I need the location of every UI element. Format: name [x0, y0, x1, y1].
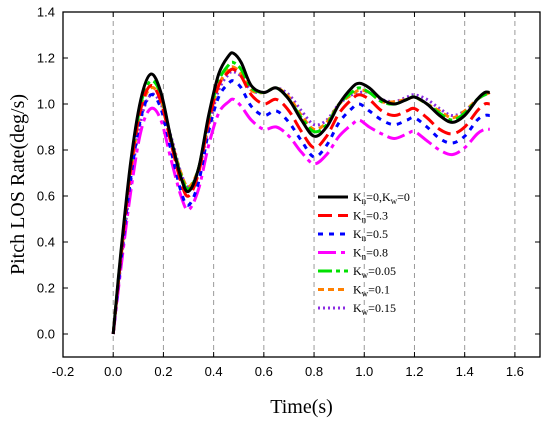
x-tick-label: 0.2 — [154, 364, 172, 379]
y-tick-label: 1.2 — [37, 51, 55, 66]
legend-label-6: Kw=0.15 — [353, 301, 396, 317]
y-tick-label: 0.6 — [37, 189, 55, 204]
x-tick-labels: -0.2 0.0 0.2 0.4 0.6 0.8 1.0 1.2 1.4 1.6 — [52, 364, 524, 379]
x-tick-label: 0.0 — [104, 364, 122, 379]
y-tick-label: 0.4 — [37, 235, 55, 250]
series-line-5 — [111, 65, 491, 335]
y-tick-label: 0.8 — [37, 143, 55, 158]
series-line-3 — [111, 97, 490, 335]
y-tick-label: 1.0 — [37, 97, 55, 112]
series-line-2 — [111, 79, 490, 335]
y-tick-label: 0.2 — [37, 281, 55, 296]
axis-ticks — [62, 11, 540, 357]
x-tick-label: -0.2 — [52, 364, 74, 379]
y-axis-title: Pitch LOS Rate(deg/s) — [7, 94, 29, 275]
x-tick-label: 1.4 — [456, 364, 474, 379]
legend: Kn=0,Kw=0 Kn=0.3 Kn=0.5 Kn=0.8 Kw=0.05 Kw=0.1… — [318, 190, 410, 317]
legend-label-4: Kw=0.05 — [353, 264, 396, 280]
legend-label-5: Kw=0.1 — [353, 283, 390, 299]
series-line-4 — [111, 60, 491, 335]
series-layer — [111, 51, 491, 335]
x-axis-title: Time(s) — [270, 396, 333, 418]
legend-label-1: Kn=0.3 — [353, 209, 388, 225]
legend-label-0: Kn=0,Kw=0 — [353, 190, 410, 206]
x-tick-label: 0.4 — [205, 364, 223, 379]
legend-label-3: Kn=0.8 — [353, 246, 388, 262]
vertical-grid-lines — [62, 12, 516, 357]
x-tick-label: 1.6 — [506, 364, 524, 379]
x-tick-label: 1.2 — [405, 364, 423, 379]
y-tick-label: 1.4 — [37, 5, 55, 20]
x-tick-label: 0.6 — [255, 364, 273, 379]
plot-frame — [62, 11, 541, 358]
y-tick-label: 0.0 — [37, 327, 55, 342]
series-line-0 — [111, 51, 490, 335]
y-tick-labels: 0.0 0.2 0.4 0.6 0.8 1.0 1.2 1.4 — [37, 5, 55, 342]
x-tick-label: 0.8 — [305, 364, 323, 379]
legend-label-2: Kn=0.5 — [353, 227, 388, 243]
x-tick-label: 1.0 — [355, 364, 373, 379]
